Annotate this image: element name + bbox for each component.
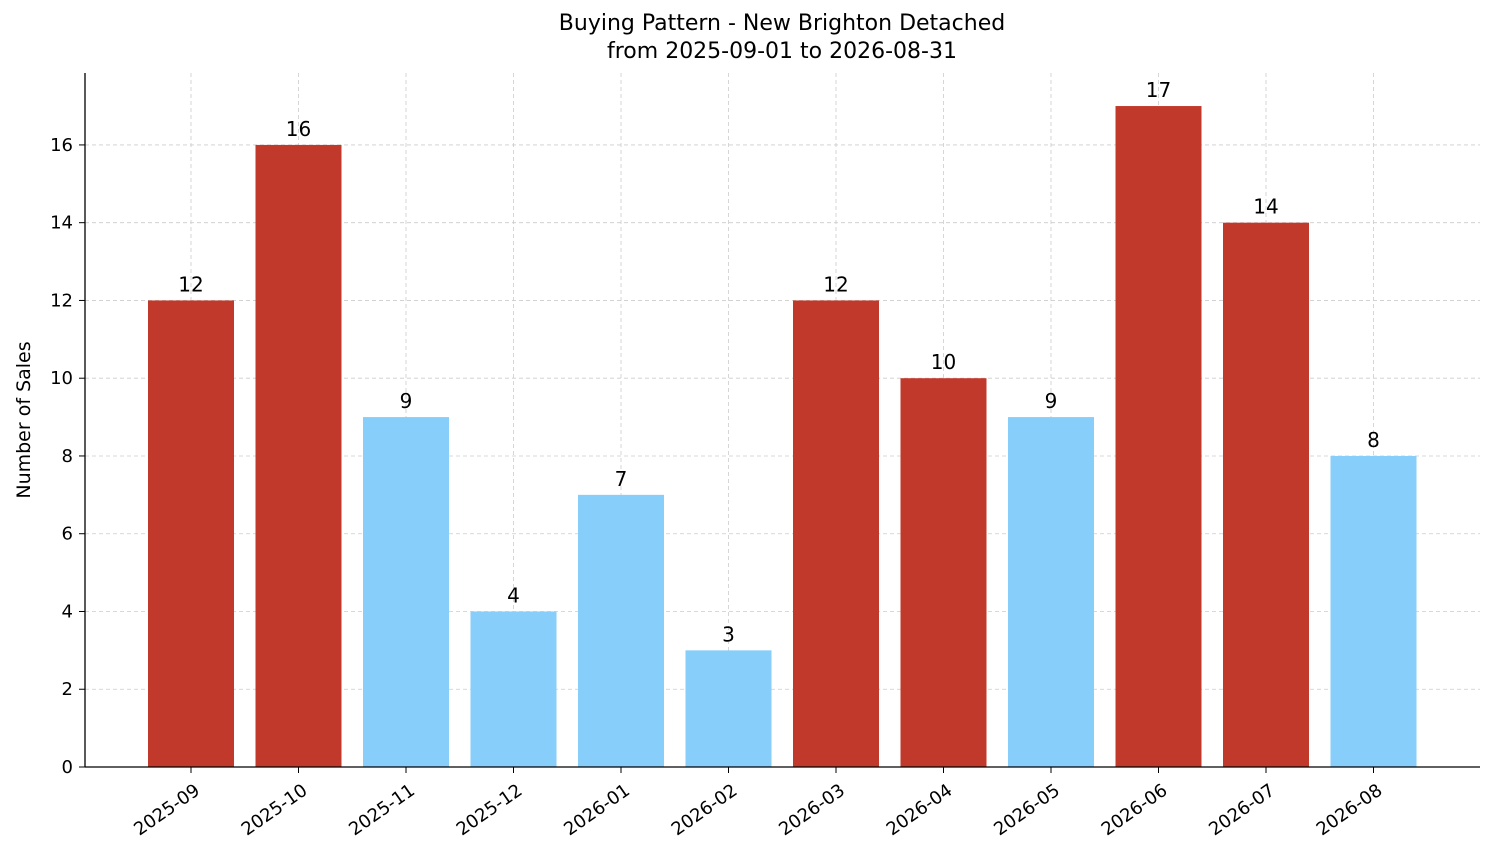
data-label: 16 (286, 117, 311, 141)
bar-2026-05 (1008, 417, 1094, 767)
y-tick-label: 6 (62, 524, 73, 545)
x-tick-label: 2025-11 (345, 780, 419, 840)
data-label: 14 (1253, 195, 1278, 219)
data-label: 17 (1146, 78, 1171, 102)
x-tick-label: 2025-10 (238, 780, 312, 840)
y-tick-label: 4 (62, 601, 73, 622)
y-tick-label: 14 (50, 213, 73, 234)
x-tick-label: 2025-12 (453, 780, 527, 840)
y-tick-label: 10 (50, 368, 73, 389)
y-tick-label: 8 (62, 446, 73, 467)
x-tick-label: 2026-04 (883, 780, 957, 840)
x-tick-label: 2025-09 (130, 780, 204, 840)
data-label: 3 (722, 622, 735, 646)
bar-2026-06 (1115, 106, 1202, 768)
x-tick-label: 2026-06 (1098, 780, 1172, 840)
data-label: 8 (1367, 428, 1380, 452)
x-tick-label: 2026-08 (1313, 780, 1387, 840)
x-tick-label: 2026-01 (560, 780, 634, 840)
bar-2025-11 (363, 417, 449, 767)
x-tick-label: 2026-02 (668, 780, 742, 840)
y-tick-label: 0 (62, 757, 73, 778)
x-tick-label: 2026-05 (990, 780, 1064, 840)
bar-2026-03 (793, 300, 879, 767)
y-tick-label: 16 (50, 135, 73, 156)
data-label: 9 (400, 389, 413, 413)
data-label: 12 (178, 272, 203, 296)
bar-2026-01 (578, 494, 664, 767)
bars (148, 106, 1417, 768)
bar-2026-08 (1330, 455, 1417, 767)
bar-2026-04 (900, 378, 987, 767)
x-tick-label: 2026-03 (775, 780, 849, 840)
x-tick-label: 2026-07 (1205, 780, 1279, 840)
bar-2025-10 (255, 144, 342, 767)
y-axis-label: Number of Sales (13, 341, 35, 498)
data-label: 4 (507, 583, 520, 607)
data-label: 7 (615, 467, 628, 491)
y-tick-label: 2 (62, 679, 73, 700)
bar-2025-09 (148, 300, 234, 767)
bar-2026-02 (685, 650, 772, 767)
y-tick-label: 12 (50, 290, 73, 311)
chart-subtitle: from 2025-09-01 to 2026-08-31 (607, 39, 957, 64)
chart-title: Buying Pattern - New Brighton Detached (558, 11, 1006, 36)
chart-title-block: Buying Pattern - New Brighton Detached f… (0, 10, 1494, 66)
data-label: 12 (823, 272, 848, 296)
bar-2026-07 (1223, 222, 1309, 767)
bar-2025-12 (470, 611, 557, 767)
data-label: 10 (931, 350, 956, 374)
data-label: 9 (1045, 389, 1058, 413)
axes (79, 73, 1480, 773)
